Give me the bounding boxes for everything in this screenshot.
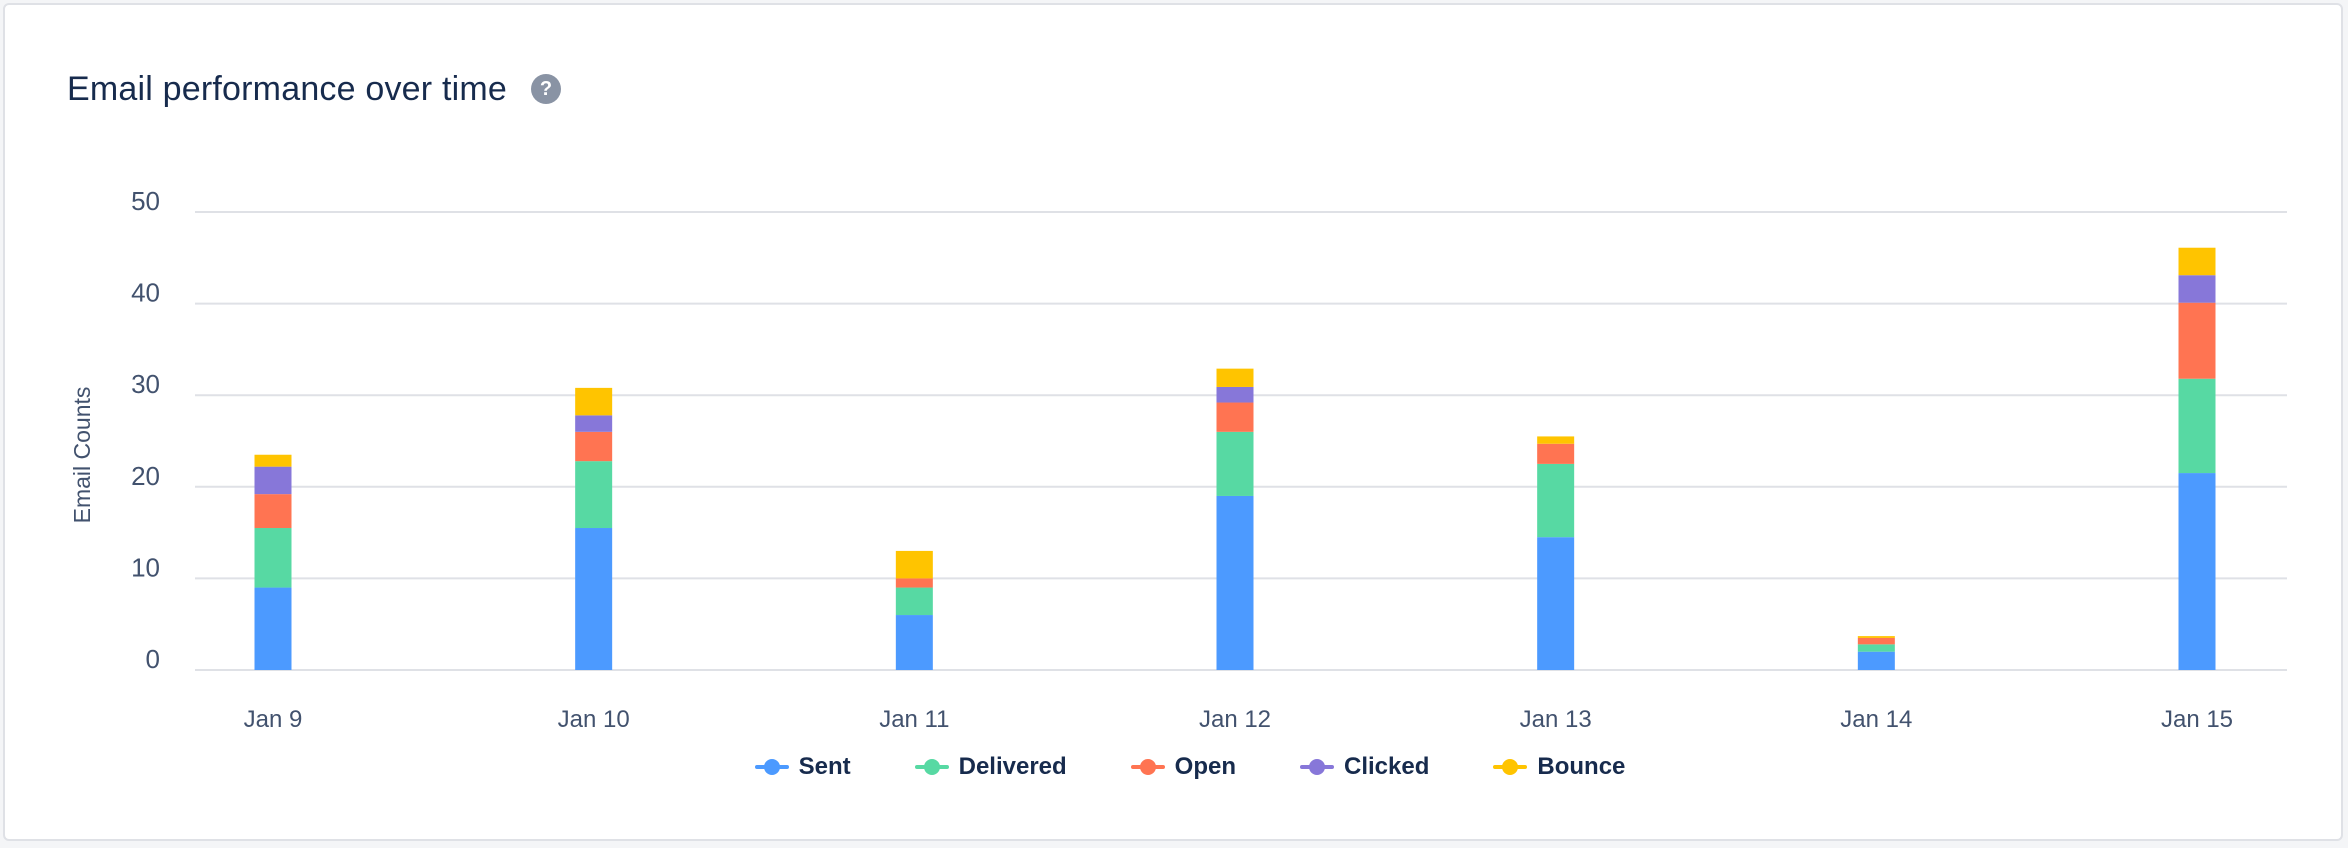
bar-segment-bounce[interactable] xyxy=(1216,368,1254,387)
bar-segment-delivered[interactable] xyxy=(1537,463,1575,538)
x-tick-label: Jan 13 xyxy=(1520,706,1592,733)
legend-label: Sent xyxy=(798,753,851,780)
legend-marker-icon xyxy=(754,759,789,775)
bar-segment-sent[interactable] xyxy=(1537,537,1575,670)
y-tick-label: 20 xyxy=(131,461,160,491)
y-tick-label: 10 xyxy=(131,552,160,582)
stacked-bar-chart: 0 10 20 30 40 50 Email Counts Jan 9 Jan 10 Jan 11… xyxy=(69,186,2287,733)
bar-segment-open[interactable] xyxy=(895,578,933,588)
email-performance-card: Email performance over time ? 0 10 20 30 40 5… xyxy=(3,3,2343,841)
bar-segment-sent[interactable] xyxy=(1857,651,1895,670)
x-tick-label: Jan 11 xyxy=(879,706,949,733)
legend-marker-icon xyxy=(1300,759,1335,775)
bar-segment-open[interactable] xyxy=(254,494,292,529)
legend-label: Open xyxy=(1174,753,1237,780)
legend-label: Delivered xyxy=(958,753,1067,780)
card-header: Email performance over time ? xyxy=(67,67,561,111)
x-tick-label: Jan 12 xyxy=(1199,706,1271,733)
legend-item-clicked[interactable]: Clicked xyxy=(1300,753,1429,781)
legend-label: Clicked xyxy=(1344,753,1430,780)
bar-segment-open[interactable] xyxy=(2178,302,2216,379)
bar-segment-open[interactable] xyxy=(1857,637,1895,645)
bar-segment-open[interactable] xyxy=(1216,402,1254,432)
legend-item-delivered[interactable]: Delivered xyxy=(914,753,1067,781)
bar-segment-sent[interactable] xyxy=(1216,495,1254,670)
legend-item-bounce[interactable]: Bounce xyxy=(1493,753,1625,781)
x-tick-label: Jan 10 xyxy=(558,706,630,733)
legend-item-open[interactable]: Open xyxy=(1130,753,1237,781)
help-icon[interactable]: ? xyxy=(531,74,561,104)
bar-segment-bounce[interactable] xyxy=(254,454,292,467)
bar-segment-delivered[interactable] xyxy=(575,461,613,529)
x-tick-label: Jan 14 xyxy=(1840,706,1912,733)
y-tick-label: 30 xyxy=(131,369,160,399)
chart-title: Email performance over time xyxy=(67,69,507,108)
legend-marker-icon xyxy=(1130,759,1165,775)
bar-segment-sent[interactable] xyxy=(2178,473,2216,670)
y-tick-label: 40 xyxy=(131,278,160,308)
bar-segment-bounce[interactable] xyxy=(895,550,933,579)
bar-segment-open[interactable] xyxy=(575,431,613,462)
legend-marker-icon xyxy=(914,759,949,775)
bar-segment-bounce[interactable] xyxy=(2178,247,2216,276)
x-tick-label: Jan 9 xyxy=(244,706,303,733)
chart-legend: Sent Delivered Open Clicked Bounce xyxy=(5,753,2345,781)
bar-segment-open[interactable] xyxy=(1537,443,1575,464)
bar-segment-sent[interactable] xyxy=(254,587,292,670)
bar-segment-delivered[interactable] xyxy=(2178,378,2216,474)
y-tick-label: 50 xyxy=(131,186,160,216)
bar-segment-sent[interactable] xyxy=(575,528,613,670)
y-tick-label: 0 xyxy=(146,644,160,674)
legend-label: Bounce xyxy=(1537,753,1626,780)
bar-segment-bounce[interactable] xyxy=(575,387,613,416)
bar-segment-bounce[interactable] xyxy=(1857,636,1895,638)
bar-segment-clicked[interactable] xyxy=(254,466,292,495)
legend-marker-icon xyxy=(1493,759,1528,775)
bar-segment-delivered[interactable] xyxy=(1857,644,1895,652)
bar-segment-clicked[interactable] xyxy=(1216,386,1254,403)
legend-item-sent[interactable]: Sent xyxy=(754,753,851,781)
bar-segment-delivered[interactable] xyxy=(1216,431,1254,496)
bar-segment-sent[interactable] xyxy=(895,615,933,670)
bar-segment-delivered[interactable] xyxy=(254,528,292,588)
x-tick-label: Jan 15 xyxy=(2161,706,2233,733)
bar-segment-delivered[interactable] xyxy=(895,587,933,616)
bar-segment-bounce[interactable] xyxy=(1537,436,1575,444)
y-axis-label: Email Counts xyxy=(69,387,95,524)
bar-segment-clicked[interactable] xyxy=(575,415,613,432)
bar-segment-clicked[interactable] xyxy=(2178,275,2216,303)
